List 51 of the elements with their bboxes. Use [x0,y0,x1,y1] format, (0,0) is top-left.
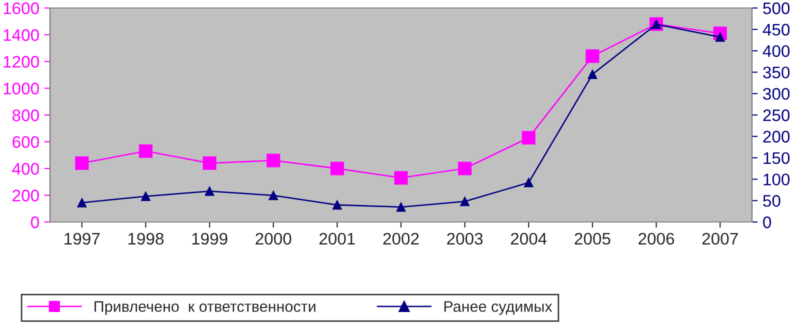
legend-label: Привлечено к ответственности [94,301,316,315]
y-tick-label: 800 [12,109,39,122]
y2-tick-label: 350 [763,66,790,78]
x-tick-label: 1998 [128,232,164,245]
point [330,162,344,176]
x-tick-label: 2003 [447,232,483,245]
point [141,192,150,202]
point [75,156,89,170]
point [332,200,342,210]
y-tick-label: 0 [30,216,39,228]
x-tick-label: 2004 [510,232,547,245]
point [588,70,598,80]
y-tick-label: 600 [12,136,39,148]
y2-tick-label: 50 [763,195,780,207]
y-tick-label: 400 [12,162,39,175]
x-tick-label: 2007 [702,232,738,245]
point [396,202,406,212]
y2-tick-label: 200 [763,130,790,143]
legend-label: Ранее судимых [444,301,552,315]
y-tick-label: 1600 [4,2,39,14]
y2-tick-label: 250 [763,109,790,122]
y-tick-label: 1400 [4,29,39,41]
x-tick-label: 2002 [383,232,419,245]
y2-tick-label: 0 [763,216,772,228]
point [458,162,472,176]
x-tick-label: 2005 [574,232,610,245]
y2-tick-label: 500 [763,2,790,14]
y2-tick-label: 300 [763,88,790,100]
y-tick-label: 1200 [4,56,39,68]
y2-tick-label: 450 [762,24,790,36]
point [266,154,280,168]
x-tick-label: 1999 [192,232,228,245]
point [586,49,600,63]
x-tick-label: 2006 [638,232,674,245]
point [394,171,408,185]
x-tick-label: 2001 [319,232,355,245]
y-tick-label: 1000 [4,82,39,94]
x-tick-label: 1997 [64,232,100,245]
point [202,156,216,170]
point [204,186,214,196]
point [524,178,534,188]
point [460,196,470,206]
y2-tick-label: 100 [764,174,790,186]
point [77,198,87,208]
point [138,144,152,158]
y-tick-label: 200 [12,190,39,202]
point [522,130,536,145]
point [268,190,278,200]
y2-tick-label: 400 [762,45,790,58]
x-tick-label: 2000 [256,232,292,245]
y2-tick-label: 150 [764,152,790,164]
